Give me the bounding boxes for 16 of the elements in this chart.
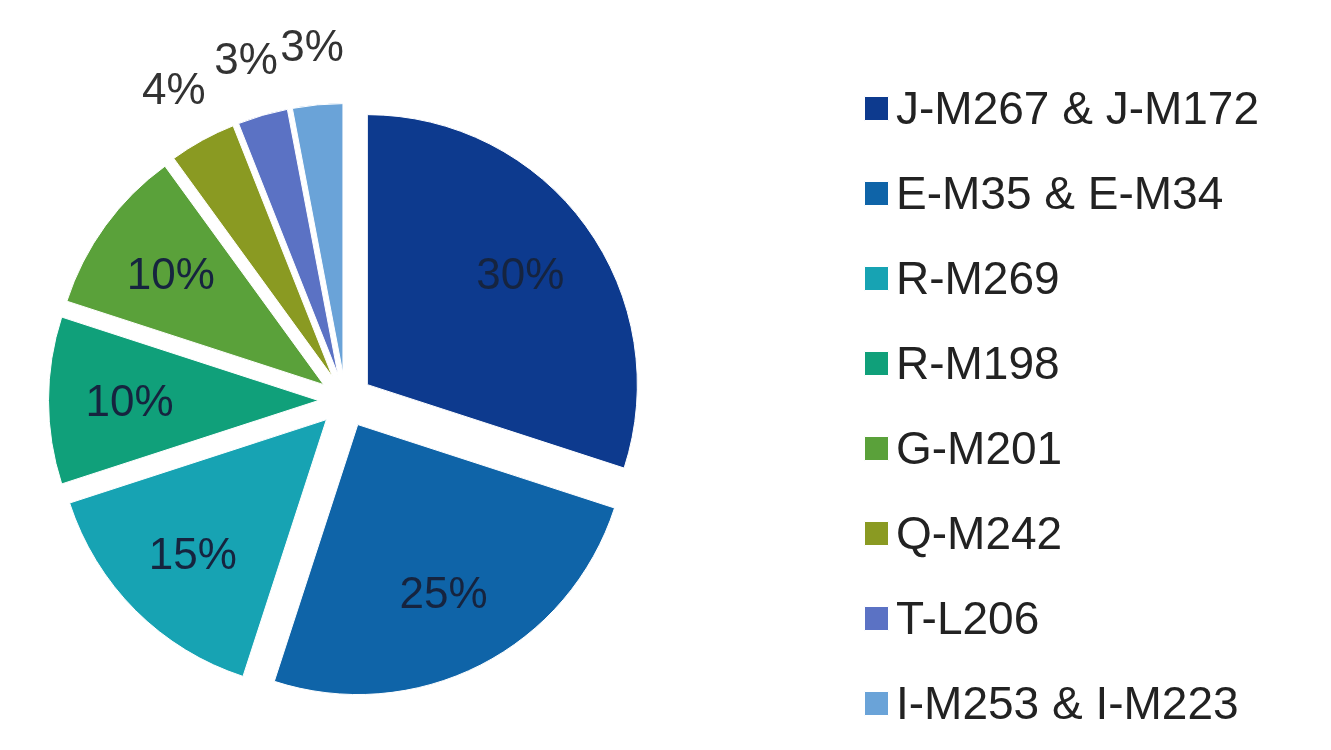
legend-label: Q-M242 [896,506,1063,560]
data-label: 15% [148,528,237,578]
data-label: 30% [476,249,565,299]
data-label: 3% [280,21,344,71]
legend-label: I-M253 & I-M223 [896,676,1239,730]
legend-label: T-L206 [896,591,1040,645]
legend-label: R-M198 [896,336,1060,390]
data-label: 10% [85,376,174,425]
data-label: 25% [399,568,488,618]
legend-label: G-M201 [896,421,1063,475]
data-label: 3% [214,33,278,83]
legend-label: J-M267 & J-M172 [896,81,1260,135]
data-label: 10% [126,249,215,299]
data-label: 4% [142,63,206,113]
legend-label: R-M269 [896,251,1060,305]
legend-label: E-M35 & E-M34 [896,166,1224,220]
